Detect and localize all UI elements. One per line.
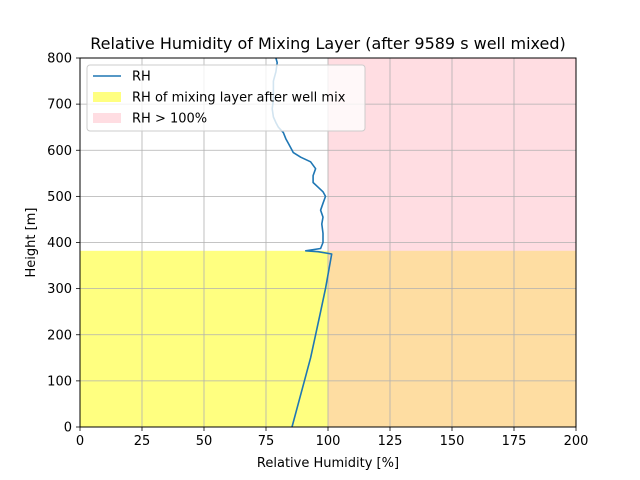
y-tick-label: 800 (47, 52, 72, 67)
x-tick-label: 50 (196, 434, 213, 449)
y-tick-label: 500 (47, 190, 72, 205)
x-tick-label: 125 (378, 434, 403, 449)
x-tick-label: 200 (564, 434, 589, 449)
y-axis-ticks: 0 100 200 300 400 500 600 700 800 (47, 52, 80, 436)
x-axis-ticks: 0 25 50 75 100 125 150 175 200 (76, 427, 589, 449)
legend-label: RH (132, 70, 151, 85)
x-tick-label: 175 (502, 434, 527, 449)
legend-swatch (93, 92, 121, 102)
y-tick-label: 300 (47, 282, 72, 297)
x-tick-label: 150 (440, 434, 465, 449)
legend-item-rh: RH (93, 70, 151, 85)
y-tick-label: 600 (47, 144, 72, 159)
legend-label: RH of mixing layer after well mix (132, 91, 346, 106)
x-tick-label: 75 (258, 434, 275, 449)
y-tick-label: 400 (47, 236, 72, 251)
legend-label: RH > 100% (132, 112, 207, 127)
legend-item-saturation: RH > 100% (93, 112, 207, 127)
y-tick-label: 0 (64, 421, 72, 436)
legend-swatch (93, 113, 121, 123)
x-tick-label: 25 (134, 434, 151, 449)
legend-item-mixing-layer: RH of mixing layer after well mix (93, 91, 346, 106)
legend-box (86, 64, 366, 132)
x-tick-label: 100 (316, 434, 341, 449)
x-axis-label: Relative Humidity [%] (257, 456, 399, 471)
x-tick-label: 0 (76, 434, 84, 449)
y-tick-label: 200 (47, 328, 72, 343)
y-axis-label: Height [m] (24, 208, 39, 278)
legend: RH RH of mixing layer after well mix RH > … (86, 64, 366, 132)
y-tick-label: 100 (47, 374, 72, 389)
chart-title: Relative Humidity of Mixing Layer (after… (90, 34, 566, 53)
y-tick-label: 700 (47, 98, 72, 113)
